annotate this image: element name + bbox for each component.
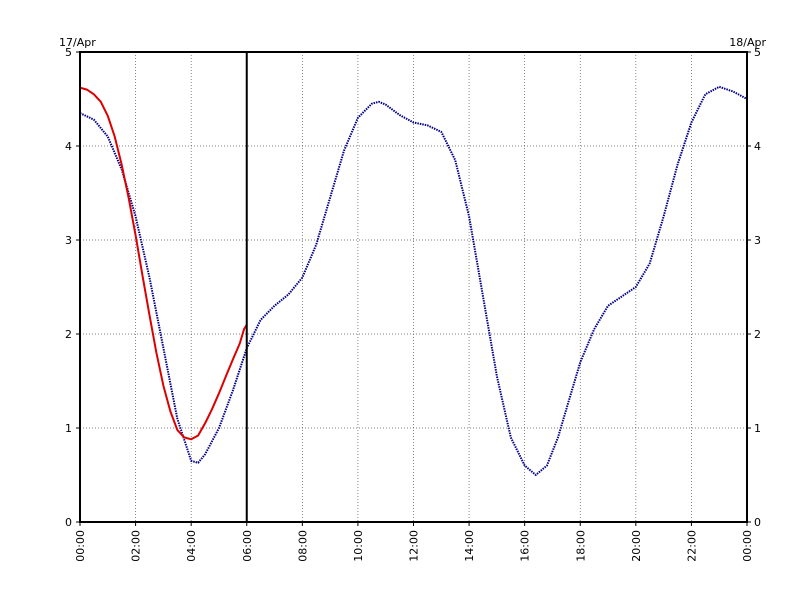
x-tick-label: 10:00 <box>352 530 365 562</box>
y-tick-label-right: 3 <box>754 234 761 247</box>
x-tick-label: 04:00 <box>185 530 198 562</box>
y-tick-label-left: 5 <box>65 46 72 59</box>
y-tick-label-left: 2 <box>65 328 72 341</box>
x-tick-label: 00:00 <box>74 530 87 562</box>
x-tick-label: 00:00 <box>741 530 754 562</box>
x-tick-label: 14:00 <box>463 530 476 562</box>
x-tick-label: 18:00 <box>574 530 587 562</box>
x-tick-label: 20:00 <box>630 530 643 562</box>
observed-tide-line <box>79 86 248 441</box>
date-label-left: 17/Apr <box>59 36 96 49</box>
x-tick-label: 06:00 <box>241 530 254 562</box>
y-tick-label-left: 0 <box>65 516 72 529</box>
x-tick-label: 12:00 <box>408 530 421 562</box>
y-tick-label-left: 4 <box>65 140 72 153</box>
x-tick-label: 22:00 <box>685 530 698 562</box>
y-tick-label-right: 2 <box>754 328 761 341</box>
y-tick-label-right: 1 <box>754 422 761 435</box>
y-tick-label-left: 3 <box>65 234 72 247</box>
x-tick-label: 16:00 <box>519 530 532 562</box>
predicted-tide-line <box>79 85 748 476</box>
y-tick-label-right: 4 <box>754 140 761 153</box>
y-tick-label-right: 5 <box>754 46 761 59</box>
x-tick-label: 08:00 <box>296 530 309 562</box>
x-tick-label: 02:00 <box>130 530 143 562</box>
y-tick-label-left: 1 <box>65 422 72 435</box>
data-series <box>79 52 748 522</box>
date-label-right: 18/Apr <box>729 36 766 49</box>
y-tick-label-right: 0 <box>754 516 761 529</box>
axes: 0 0 1 1 2 2 3 3 4 4 5 5 00:00 02:00 04:00 06:00 08:00 10:… <box>65 46 761 562</box>
